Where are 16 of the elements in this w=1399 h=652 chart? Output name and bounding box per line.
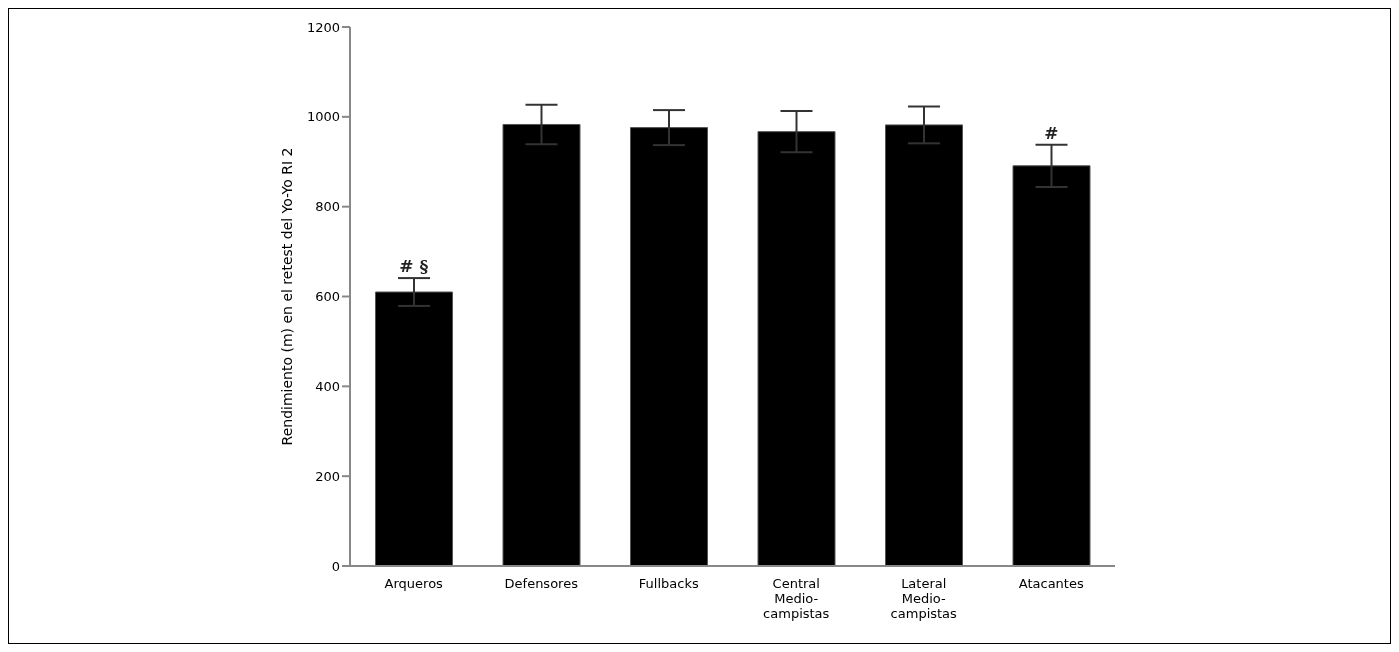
x-tick-label: Central Medio- campistas — [763, 576, 830, 621]
x-tick-label: Atacantes — [1018, 576, 1084, 591]
y-tick-label: 800 — [315, 199, 340, 215]
y-tick-label: 200 — [315, 468, 340, 484]
y-axis-title: Rendimiento (m) en el retest del Yo-Yo RI 2 — [278, 147, 295, 446]
annotation: # § — [399, 256, 429, 277]
x-tick-label: Lateral Medio- campistas — [890, 576, 958, 621]
x-tick-label: Defensores — [504, 576, 579, 591]
x-tick-label: Fullbacks — [638, 576, 699, 591]
y-tick-label: 1200 — [306, 19, 340, 35]
y-tick-label: 1000 — [306, 109, 340, 125]
annotation: # — [1044, 122, 1059, 143]
y-tick-label: 400 — [315, 378, 340, 394]
x-tick-label: Arqueros — [384, 576, 444, 591]
y-tick-label: 600 — [315, 289, 340, 305]
y-tick-label: 0 — [331, 558, 340, 574]
